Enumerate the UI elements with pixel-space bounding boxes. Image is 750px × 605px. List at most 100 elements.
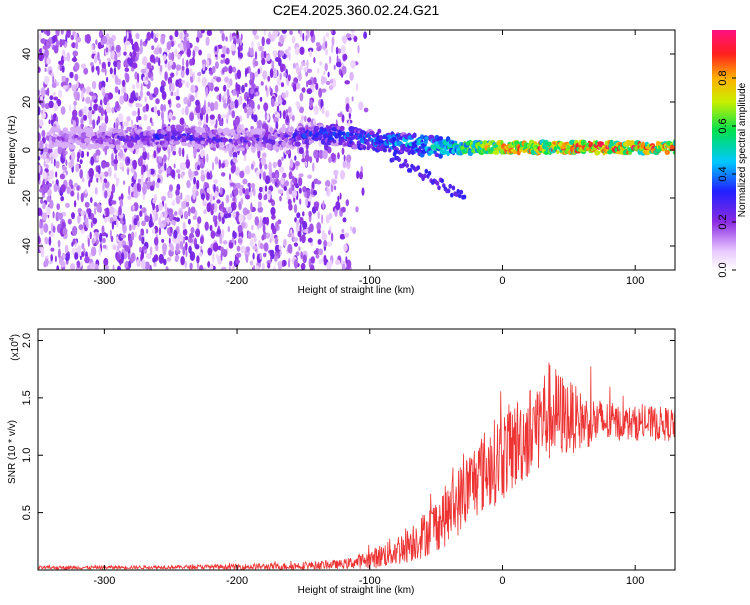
heatmap-cell	[69, 71, 74, 79]
heatmap-cell	[284, 49, 289, 55]
heatmap-cell	[106, 132, 114, 137]
heatmap-cell	[236, 252, 242, 258]
heatmap-cell	[253, 235, 257, 243]
heatmap-cell	[283, 134, 290, 138]
heatmap-cell	[51, 82, 57, 89]
heatmap-cell	[109, 205, 114, 215]
heatmap-cell	[345, 199, 349, 207]
heatmap-cell	[68, 84, 71, 89]
heatmap-cell	[77, 91, 80, 101]
heatmap-cell	[190, 227, 195, 234]
heatmap-cell	[212, 143, 216, 148]
heatmap-cell	[179, 50, 184, 55]
heatmap-cell	[78, 251, 81, 258]
heatmap-cell	[50, 247, 55, 252]
heatmap-cell	[293, 237, 298, 242]
heatmap-cell	[218, 119, 223, 127]
heatmap-cell	[163, 258, 167, 266]
heatmap-cell	[93, 54, 98, 64]
heatmap-cell	[271, 139, 276, 146]
heatmap-cell	[300, 251, 303, 260]
heatmap-cell	[427, 170, 432, 176]
heatmap-cell	[339, 170, 346, 180]
heatmap-cell	[152, 198, 157, 204]
heatmap-cell	[143, 141, 148, 146]
heatmap-cell	[97, 164, 101, 175]
heatmap-cell	[284, 180, 289, 187]
heatmap-cell	[57, 248, 61, 259]
heatmap-cell	[86, 151, 89, 157]
heatmap-cell	[556, 150, 560, 155]
heatmap-cell	[196, 262, 200, 270]
x-tick-label: -200	[226, 275, 248, 287]
heatmap-cell	[184, 236, 189, 241]
heatmap-cell	[333, 185, 337, 191]
heatmap-cell	[185, 159, 191, 169]
heatmap-cell	[146, 228, 149, 234]
heatmap-cell	[55, 171, 58, 178]
heatmap-cell	[446, 188, 451, 194]
heatmap-cell	[126, 141, 134, 148]
heatmap-cell	[160, 35, 166, 45]
heatmap-cell	[223, 214, 229, 219]
heatmap-cell	[95, 39, 98, 45]
heatmap-cell	[94, 187, 98, 195]
heatmap-cell	[424, 168, 429, 174]
heatmap-cell	[179, 117, 185, 125]
heatmap-cell	[109, 67, 113, 75]
heatmap-cell	[255, 169, 260, 177]
heatmap-cell	[262, 171, 266, 181]
heatmap-cell	[330, 30, 334, 34]
heatmap-cell	[223, 66, 229, 73]
heatmap-cell	[115, 177, 120, 184]
heatmap-cell	[305, 198, 308, 207]
heatmap-cell	[159, 213, 163, 219]
heatmap-cell	[263, 30, 266, 36]
heatmap-cell	[77, 185, 80, 191]
heatmap-cell	[272, 68, 278, 78]
heatmap-cell	[236, 69, 242, 80]
heatmap-cell	[236, 145, 240, 149]
heatmap-cell	[175, 79, 179, 87]
heatmap-cell	[293, 192, 297, 198]
heatmap-cell	[279, 34, 285, 45]
snr-y-scale-base: (x10	[10, 341, 21, 361]
heatmap-cell	[343, 243, 348, 252]
heatmap-cell	[209, 114, 215, 120]
heatmap-cell	[71, 42, 76, 49]
heatmap-cell	[322, 149, 328, 160]
heatmap-cell	[39, 220, 42, 230]
heatmap-cell	[269, 68, 274, 79]
heatmap-cell	[216, 228, 222, 235]
heatmap-cell	[214, 218, 218, 228]
heatmap-cell	[104, 265, 109, 270]
heatmap-cell	[106, 101, 110, 108]
heatmap-cell	[306, 68, 313, 74]
heatmap-cell	[73, 105, 77, 111]
heatmap-cell	[110, 50, 116, 60]
heatmap-cell	[309, 156, 313, 164]
heatmap-cell	[112, 244, 117, 251]
heatmap-cell	[70, 34, 75, 41]
heatmap-cell	[227, 98, 232, 104]
heatmap-cell	[103, 178, 108, 184]
heatmap-cell	[197, 216, 202, 224]
heatmap-cell	[345, 131, 350, 138]
heatmap-cell	[353, 35, 358, 43]
snr-x-label: Height of straight line (km)	[298, 585, 415, 596]
heatmap-cell	[58, 64, 61, 70]
heatmap-cell	[84, 137, 91, 143]
heatmap-cell	[255, 91, 259, 96]
heatmap-cell	[253, 264, 255, 270]
heatmap-cell	[44, 236, 49, 245]
heatmap-cell	[170, 91, 174, 96]
heatmap-cell	[57, 239, 61, 248]
heatmap-cell	[206, 30, 213, 36]
heatmap-cell	[117, 265, 121, 270]
heatmap-cell	[362, 144, 367, 151]
heatmap-cell	[301, 87, 306, 93]
heatmap-cell	[301, 234, 306, 244]
heatmap-cell	[90, 62, 94, 67]
heatmap-cell	[44, 258, 49, 267]
